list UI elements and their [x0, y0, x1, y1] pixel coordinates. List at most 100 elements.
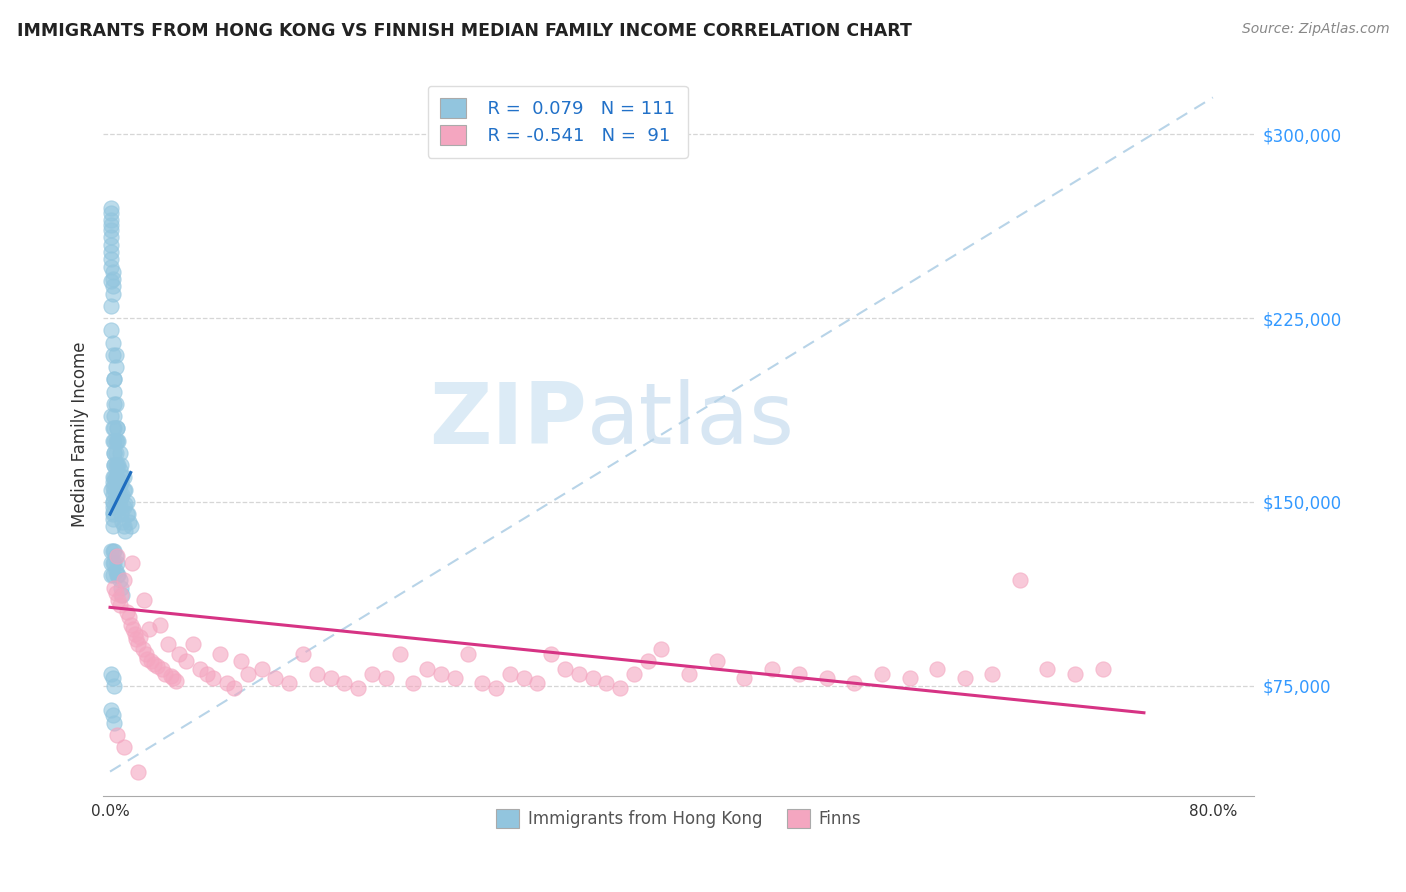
Point: [103, 446, 125, 460]
Point: [236, 666, 259, 681]
Point: [347, 681, 370, 696]
Point: [103, 446, 125, 460]
Point: [217, 676, 239, 690]
Point: [104, 360, 127, 375]
Point: [678, 666, 700, 681]
Point: [100, 237, 122, 252]
Point: [650, 642, 672, 657]
Point: [101, 470, 124, 484]
Point: [898, 672, 921, 686]
Point: [122, 623, 145, 637]
Point: [101, 335, 124, 350]
Point: [156, 637, 179, 651]
Point: [105, 421, 128, 435]
Text: atlas: atlas: [586, 378, 794, 461]
Point: [416, 662, 439, 676]
Point: [927, 662, 949, 676]
Point: [118, 610, 141, 624]
Point: [103, 470, 125, 484]
Point: [124, 627, 146, 641]
Point: [129, 630, 152, 644]
Point: [110, 475, 132, 490]
Point: [100, 223, 122, 237]
Point: [103, 384, 125, 399]
Point: [110, 507, 132, 521]
Point: [110, 588, 132, 602]
Point: [111, 515, 134, 529]
Point: [101, 556, 124, 570]
Point: [103, 458, 125, 472]
Point: [554, 662, 576, 676]
Point: [581, 672, 603, 686]
Point: [101, 487, 124, 501]
Point: [104, 549, 127, 563]
Point: [568, 666, 591, 681]
Point: [222, 681, 245, 696]
Point: [402, 676, 425, 690]
Point: [111, 588, 134, 602]
Point: [103, 397, 125, 411]
Point: [104, 470, 127, 484]
Point: [112, 470, 135, 484]
Point: [388, 647, 411, 661]
Point: [1064, 666, 1087, 681]
Point: [105, 549, 128, 563]
Point: [101, 500, 124, 514]
Point: [100, 544, 122, 558]
Point: [229, 654, 252, 668]
Point: [101, 434, 124, 448]
Point: [103, 544, 125, 558]
Point: [100, 666, 122, 681]
Point: [100, 252, 122, 267]
Point: [374, 672, 396, 686]
Point: [159, 669, 181, 683]
Point: [104, 446, 127, 460]
Point: [112, 483, 135, 497]
Point: [100, 568, 122, 582]
Point: [101, 279, 124, 293]
Point: [101, 286, 124, 301]
Point: [103, 434, 125, 448]
Point: [471, 676, 494, 690]
Point: [101, 568, 124, 582]
Point: [981, 666, 1004, 681]
Point: [105, 458, 128, 472]
Point: [135, 647, 157, 661]
Point: [1008, 574, 1031, 588]
Point: [526, 676, 548, 690]
Point: [114, 483, 136, 497]
Point: [107, 568, 129, 582]
Point: [637, 654, 659, 668]
Point: [101, 544, 124, 558]
Point: [143, 657, 166, 671]
Point: [104, 585, 127, 599]
Point: [107, 495, 129, 509]
Point: [953, 672, 976, 686]
Point: [540, 647, 562, 661]
Point: [108, 574, 131, 588]
Point: [103, 556, 125, 570]
Point: [125, 632, 148, 647]
Point: [103, 458, 125, 472]
Point: [146, 659, 169, 673]
Point: [100, 201, 122, 215]
Point: [101, 672, 124, 686]
Point: [623, 666, 645, 681]
Point: [105, 556, 128, 570]
Point: [100, 323, 122, 337]
Point: [101, 264, 124, 278]
Point: [103, 421, 125, 435]
Point: [815, 672, 838, 686]
Point: [138, 623, 160, 637]
Point: [108, 500, 131, 514]
Point: [101, 507, 124, 521]
Point: [115, 507, 138, 521]
Point: [595, 676, 617, 690]
Point: [100, 260, 122, 274]
Point: [101, 480, 124, 494]
Point: [181, 637, 204, 651]
Point: [209, 647, 232, 661]
Point: [136, 652, 159, 666]
Point: [127, 637, 149, 651]
Point: [101, 708, 124, 723]
